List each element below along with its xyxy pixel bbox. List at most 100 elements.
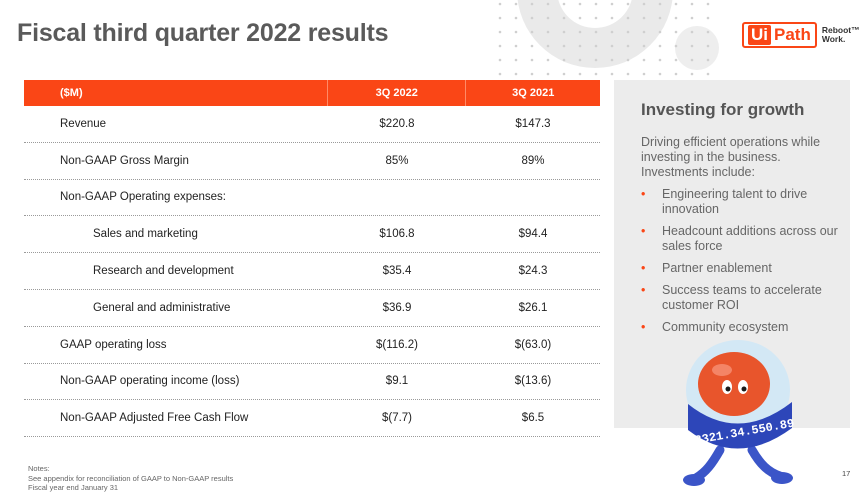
decorative-dot: [706, 16, 710, 20]
decorative-dot: [610, 72, 614, 76]
row-value-3q2021: $(63.0): [514, 338, 552, 351]
decorative-dot: [610, 16, 614, 20]
logo-ui-text: Ui: [748, 25, 771, 45]
decorative-dot: [498, 72, 502, 76]
row-value-3q2022: $(116.2): [376, 338, 418, 351]
decorative-dot: [658, 2, 662, 6]
row-label: Non-GAAP Adjusted Free Cash Flow: [60, 412, 249, 425]
robot-mascot-illustration: 8321.34.550.89: [683, 340, 795, 486]
table-row: Research and development $35.4 $24.3: [24, 253, 600, 290]
row-label: General and administrative: [93, 301, 231, 314]
decorative-dot: [594, 44, 598, 48]
decorative-dot: [514, 58, 518, 62]
decorative-dot: [690, 44, 694, 48]
decorative-dot: [610, 2, 614, 6]
decorative-dot: [658, 58, 662, 62]
bullet-text: Headcount additions across our sales for…: [662, 224, 838, 253]
row-label: Revenue: [60, 117, 107, 130]
notes-heading: Notes:: [28, 464, 50, 473]
decorative-dot: [642, 30, 646, 34]
bullet-text: Partner enablement: [662, 261, 772, 275]
decorative-dot: [610, 30, 614, 34]
row-value-3q2022: 85%: [385, 154, 409, 167]
decorative-dot: [530, 58, 534, 62]
list-item: • Success teams to accelerate customer RO…: [641, 283, 846, 313]
table-header: ($M) 3Q 2022 3Q 2021: [24, 80, 600, 106]
decorative-dot: [498, 30, 502, 34]
table-row: Non-GAAP Operating expenses:: [24, 180, 600, 217]
decorative-dot: [530, 44, 534, 48]
decorative-dot: [530, 72, 534, 76]
bullet-icon: •: [641, 283, 646, 297]
decorative-dot: [706, 44, 710, 48]
decorative-dot: [578, 30, 582, 34]
notes-line: Fiscal year end January 31: [28, 483, 119, 492]
row-value-3q2021: $26.1: [518, 301, 548, 314]
decorative-dot: [658, 44, 662, 48]
decorative-dot: [690, 16, 694, 20]
footnotes: Notes: See appendix for reconciliation o…: [28, 464, 233, 493]
decorative-dot: [498, 44, 502, 48]
table-row: GAAP operating loss $(116.2) $(63.0): [24, 327, 600, 364]
row-label: Non-GAAP Gross Margin: [60, 154, 189, 167]
decorative-dot: [642, 2, 646, 6]
header-cell-unit: ($M): [60, 87, 83, 99]
decorative-dot: [530, 2, 534, 6]
list-item: • Headcount additions across our sales fo…: [641, 224, 846, 254]
header-cell-3q2022: 3Q 2022: [327, 80, 465, 106]
decorative-dot: [562, 44, 566, 48]
decorative-dot: [578, 72, 582, 76]
decorative-dot: [594, 16, 598, 20]
table-row: Non-GAAP Adjusted Free Cash Flow $(7.7) …: [24, 400, 600, 438]
panel-intro: Driving efficient operations while inves…: [641, 135, 821, 179]
row-value-3q2021: $94.4: [518, 228, 548, 241]
row-value-3q2022: $9.1: [385, 375, 409, 388]
bullet-icon: •: [641, 187, 646, 201]
logo-tagline-line-2: Work.: [821, 34, 846, 44]
decorative-dot: [690, 72, 694, 76]
row-value-3q2021: $147.3: [515, 117, 551, 130]
bullet-text: Success teams to accelerate customer ROI: [662, 283, 822, 312]
decorative-dot: [642, 44, 646, 48]
decorative-dot: [562, 2, 566, 6]
decorative-dot: [514, 2, 518, 6]
logo-tagline-line-1: Reboot™: [821, 25, 860, 35]
decorative-dot: [626, 16, 630, 20]
decorative-dot: [674, 30, 678, 34]
decorative-dot: [642, 58, 646, 62]
bullet-text: Community ecosystem: [662, 320, 789, 334]
header-cell-3q2021: 3Q 2021: [465, 80, 600, 106]
list-item: • Engineering talent to drive innovation: [641, 187, 846, 217]
logo-path-text: Path: [774, 25, 811, 44]
list-item: • Partner enablement: [641, 261, 846, 276]
decorative-dot: [514, 44, 518, 48]
decorative-dot: [594, 2, 598, 6]
decorative-dot: [594, 58, 598, 62]
decorative-dot: [674, 16, 678, 20]
decorative-dot: [562, 30, 566, 34]
table-row: Non-GAAP operating income (loss) $9.1 $(…: [24, 364, 600, 401]
decorative-dot: [546, 44, 550, 48]
decorative-dot: [690, 2, 694, 6]
bullet-icon: •: [641, 261, 646, 275]
row-label: Sales and marketing: [93, 228, 198, 241]
bullet-icon: •: [641, 224, 646, 238]
decorative-dot: [626, 72, 630, 76]
row-label: Research and development: [93, 265, 234, 278]
decorative-dot: [562, 16, 566, 20]
logo-wordmark: Ui Path: [742, 22, 817, 48]
table-row: General and administrative $36.9 $26.1: [24, 290, 600, 327]
row-value-3q2022: $(7.7): [381, 412, 413, 425]
decorative-dot: [578, 58, 582, 62]
notes-line: See appendix for reconciliation of GAAP …: [28, 473, 234, 483]
decorative-dot: [546, 30, 550, 34]
row-value-3q2021: $6.5: [521, 412, 545, 425]
row-value-3q2022: $35.4: [382, 265, 412, 278]
decorative-dot: [642, 16, 646, 20]
decorative-dot: [706, 58, 710, 62]
decorative-dot: [546, 72, 550, 76]
decorative-dot: [578, 16, 582, 20]
decorative-dot: [578, 44, 582, 48]
row-value-3q2021: 89%: [521, 154, 545, 167]
